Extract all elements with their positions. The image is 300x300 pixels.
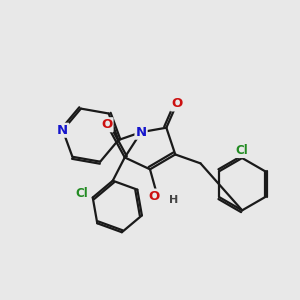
Text: O: O xyxy=(101,118,112,131)
Text: N: N xyxy=(136,126,147,139)
Text: O: O xyxy=(171,98,182,110)
Text: Cl: Cl xyxy=(236,144,248,157)
Text: Cl: Cl xyxy=(75,188,88,200)
Text: H: H xyxy=(169,195,178,205)
Text: O: O xyxy=(149,190,160,202)
Text: N: N xyxy=(57,124,68,137)
